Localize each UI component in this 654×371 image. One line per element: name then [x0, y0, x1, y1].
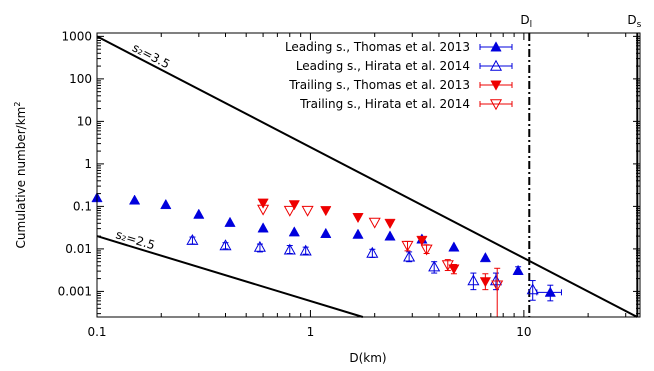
legend-item: Leading s., Hirata et al. 2014 — [296, 59, 513, 73]
legend-label: Trailing s., Thomas et al. 2013 — [288, 78, 470, 92]
axis-ticks: 0.1 1 10 1000 100 10 1 0.1 0.01 0.001 — [58, 29, 640, 339]
data-point — [288, 226, 300, 237]
data-point — [160, 198, 172, 210]
data-point — [352, 228, 364, 239]
data-series — [257, 198, 492, 291]
reference-line-label: s₂=3.5 — [130, 40, 172, 71]
y-axis-label-superscript: 2 — [13, 102, 22, 107]
x-tick-label: 10 — [516, 325, 531, 339]
legend-marker — [489, 59, 503, 71]
data-point — [352, 213, 364, 224]
y-axis-label: Cumulative number/km2 — [13, 102, 28, 249]
legend-item: Trailing s., Hirata et al. 2014 — [299, 97, 513, 111]
data-series — [186, 233, 539, 301]
vertical-lines: Dl Ds — [520, 13, 642, 317]
data-point — [512, 264, 524, 275]
data-point — [448, 264, 460, 275]
data-point — [283, 205, 296, 217]
y-tick-label: 10 — [77, 114, 92, 128]
legend-item: Leading s., Thomas et al. 2013 — [285, 40, 513, 54]
y-tick-label: 0.01 — [65, 242, 92, 256]
data-series — [91, 191, 562, 302]
y-axis-label-main: Cumulative number/km — [14, 107, 28, 249]
data-point — [368, 217, 381, 229]
data-point — [403, 250, 416, 262]
legend-marker — [490, 80, 502, 91]
data-point — [384, 230, 396, 241]
data-point — [416, 235, 428, 246]
data-point — [401, 240, 414, 252]
data-point — [128, 194, 141, 205]
legend: Leading s., Thomas et al. 2013 Leading s.… — [285, 40, 513, 111]
vertical-line-label-subscript: l — [530, 20, 533, 30]
data-point — [384, 218, 396, 230]
data-point — [428, 260, 441, 272]
legend-item: Trailing s., Thomas et al. 2013 — [288, 78, 513, 92]
x-tick-label: 0.1 — [87, 325, 106, 339]
data-point — [479, 251, 492, 263]
data-point — [420, 244, 433, 256]
data-point — [479, 277, 492, 288]
y-tick-label: 1 — [84, 157, 92, 171]
data-point — [219, 239, 232, 251]
reference-line — [96, 35, 638, 318]
data-point — [257, 204, 270, 216]
data-points — [91, 191, 562, 317]
data-point — [283, 243, 296, 255]
legend-label: Trailing s., Hirata et al. 2014 — [299, 97, 470, 111]
data-point — [257, 222, 269, 233]
y-tick-label: 0.1 — [73, 199, 92, 213]
legend-marker — [489, 99, 503, 111]
reference-line — [96, 235, 364, 318]
vertical-line-label-subscript: s — [637, 20, 642, 30]
data-point — [288, 200, 300, 211]
data-point — [366, 246, 379, 258]
data-series — [257, 204, 504, 317]
data-point — [320, 206, 332, 217]
vertical-line-label: Ds — [627, 13, 641, 30]
x-tick-label: 1 — [307, 325, 315, 339]
data-point — [489, 274, 503, 286]
y-tick-label: 1000 — [61, 29, 92, 43]
x-axis-label: D(km) — [349, 351, 386, 365]
data-point — [467, 274, 480, 286]
data-point — [224, 216, 236, 227]
y-tick-label: 100 — [69, 72, 92, 86]
data-point — [526, 283, 539, 295]
data-point — [441, 260, 454, 272]
y-tick-label: 0.001 — [58, 284, 92, 298]
plot-frame — [96, 32, 641, 318]
data-point — [491, 280, 504, 292]
data-point — [257, 198, 269, 209]
data-point — [301, 205, 314, 217]
legend-marker — [490, 41, 502, 52]
data-point — [320, 227, 332, 238]
data-point — [186, 233, 199, 245]
vertical-line-label: Dl — [520, 13, 532, 30]
data-point — [253, 240, 266, 252]
legend-label: Leading s., Thomas et al. 2013 — [285, 40, 470, 54]
data-point — [193, 208, 205, 219]
legend-label: Leading s., Hirata et al. 2014 — [296, 59, 470, 73]
data-point — [448, 241, 460, 252]
data-point — [544, 286, 556, 297]
data-point — [299, 244, 312, 256]
